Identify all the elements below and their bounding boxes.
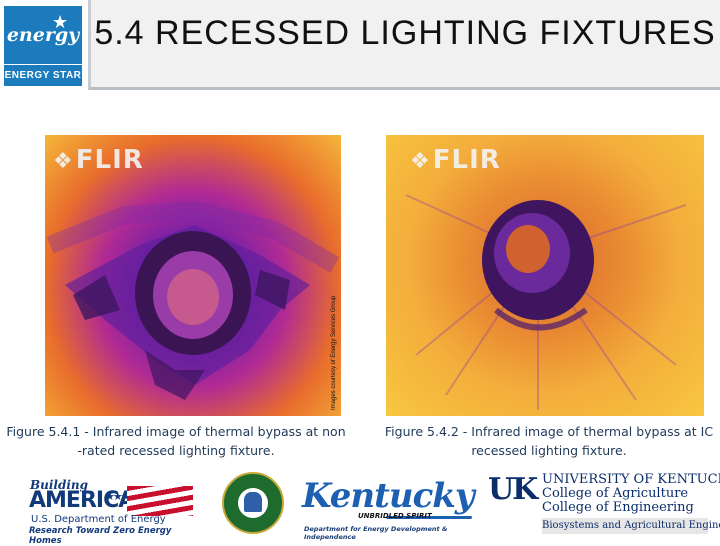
energy-star-label: ENERGY STAR bbox=[4, 64, 82, 87]
ba-tagline: Research Toward Zero Energy Homes bbox=[29, 526, 172, 546]
figure-caption-right: Figure 5.4.2 - Infrared image of thermal… bbox=[378, 422, 720, 460]
figure-caption-left: Figure 5.4.1 - Infrared image of thermal… bbox=[0, 422, 352, 460]
horse-swoosh-icon bbox=[386, 516, 472, 519]
kentucky-tagline: UNBRIDLED SPIRIT bbox=[358, 512, 432, 520]
kentucky-logo: Kentucky UNBRIDLED SPIRIT Department for… bbox=[300, 476, 478, 541]
caption-line: -rated recessed lighting fixture. bbox=[77, 443, 275, 458]
star-icon: ★ bbox=[52, 12, 69, 32]
infrared-image-ic-fixture: ❖FLIR bbox=[386, 135, 704, 416]
thermal-pattern-right bbox=[405, 194, 687, 410]
kentucky-department: Department for Energy Development & Inde… bbox=[304, 525, 448, 541]
uk-line-1: UNIVERSITY OF KENTUCKY bbox=[542, 472, 720, 487]
caption-line: recessed lighting fixture. bbox=[471, 443, 627, 458]
slide-title: 5.4 RECESSED LIGHTING FIXTURES bbox=[94, 14, 716, 52]
ba-department: U.S. Department of Energy bbox=[31, 514, 166, 525]
caption-line: Figure 5.4.2 - Infrared image of thermal… bbox=[384, 424, 714, 439]
uk-bar bbox=[542, 518, 708, 534]
thermal-pattern-left bbox=[46, 200, 340, 400]
infrared-image-non-rated-fixture: ❖FLIR bbox=[45, 135, 341, 416]
building-script: Building bbox=[30, 478, 89, 492]
uk-line-3: College of Engineering bbox=[542, 500, 694, 515]
flir-symbol-icon: ❖ bbox=[410, 149, 431, 174]
building-america-logo: Building AMERICA ★★★★ U.S. Department of… bbox=[25, 478, 197, 546]
flir-watermark: ❖FLIR bbox=[410, 145, 501, 175]
uk-line-2: College of Agriculture bbox=[542, 486, 689, 501]
eagle-shield-icon bbox=[244, 492, 262, 512]
america-word: AMERICA bbox=[29, 488, 135, 513]
caption-line: Figure 5.4.1 - Infrared image of thermal… bbox=[6, 424, 346, 439]
image-credit: Images courtesy of Energy Services Group bbox=[331, 295, 337, 410]
kentucky-word: Kentucky bbox=[302, 476, 475, 516]
slide-header: ★ energy ENERGY STAR 5.4 RECESSED LIGHTI… bbox=[0, 0, 720, 90]
university-of-kentucky-logo: UK UNIVERSITY OF KENTUCKY College of Agr… bbox=[488, 470, 720, 540]
flir-symbol-icon: ❖ bbox=[53, 149, 74, 174]
energy-star-script: energy bbox=[6, 24, 80, 46]
doe-seal-logo bbox=[222, 472, 284, 534]
flag-stripes-icon bbox=[127, 486, 193, 516]
energy-star-logo: ★ energy ENERGY STAR bbox=[2, 4, 84, 88]
title-band bbox=[88, 0, 720, 90]
flir-watermark: ❖FLIR bbox=[53, 145, 144, 175]
uk-line-4: Biosystems and Agricultural Engineering bbox=[542, 520, 720, 531]
uk-mark: UK bbox=[488, 472, 538, 507]
sponsor-logos: Building AMERICA ★★★★ U.S. Department of… bbox=[0, 470, 720, 546]
